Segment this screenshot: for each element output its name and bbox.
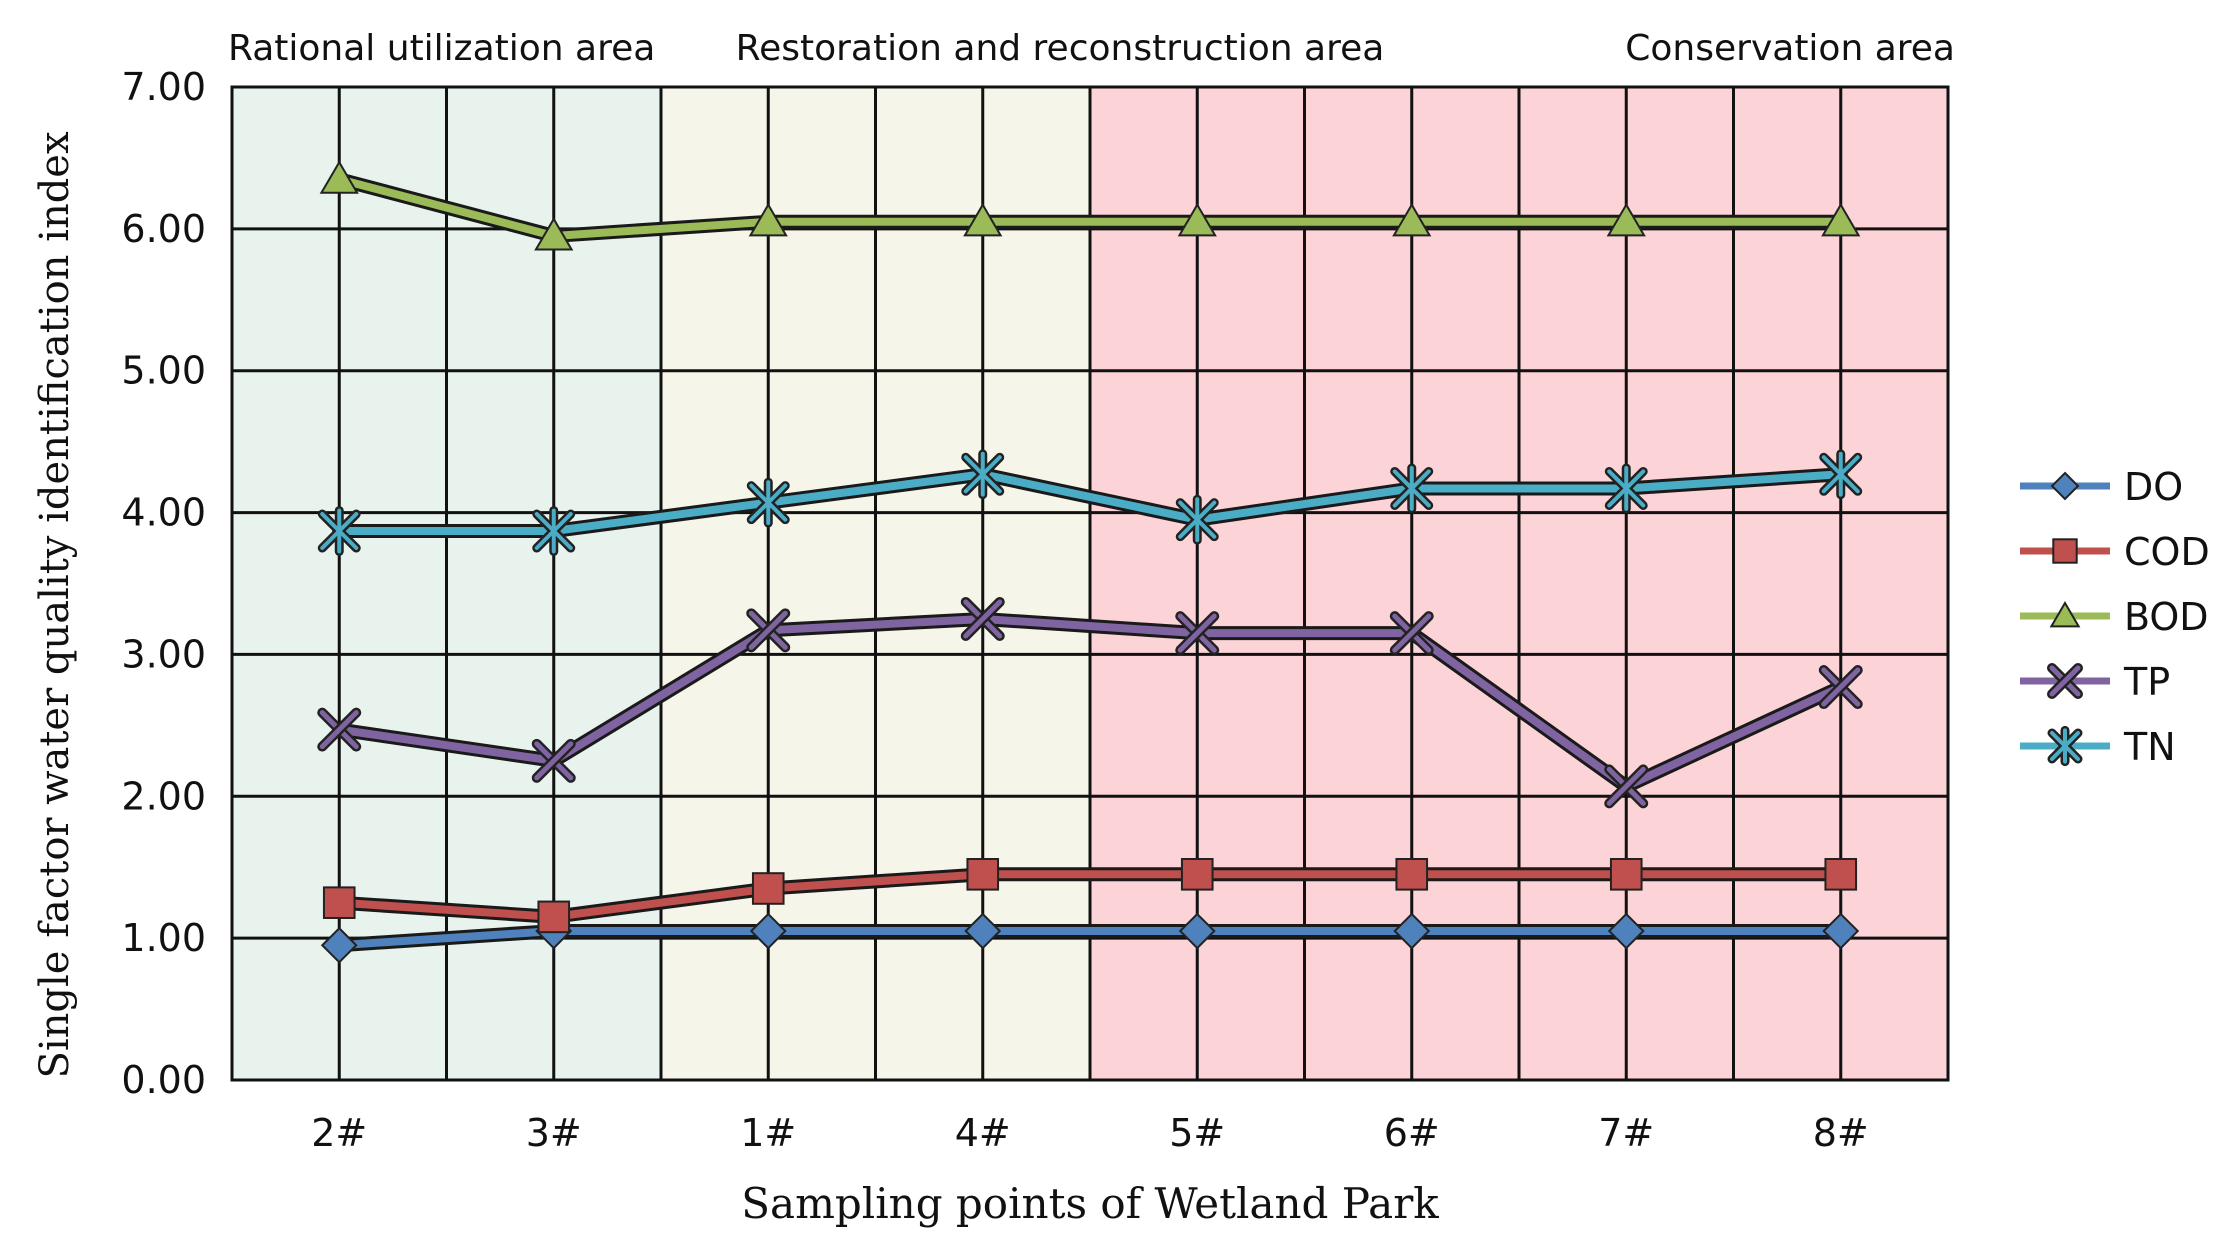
data-point-bod (963, 202, 1003, 237)
series-cod-line (335, 870, 1845, 921)
legend-label-do: DO (2124, 465, 2183, 509)
data-point-bod (1177, 202, 1217, 237)
data-point-cod (1395, 858, 1429, 891)
data-point-do (1822, 912, 1860, 950)
legend-label-tn: TN (2123, 725, 2176, 769)
legend-marker-tp (2047, 663, 2083, 699)
series-lines (317, 160, 1863, 964)
zone-label-1: Restoration and reconstruction area (736, 28, 1385, 69)
data-point-bod (1392, 202, 1432, 237)
axes: 0.00 1.00 2.00 3.00 4.00 5.00 6.00 7.00 2# 3# 1# 4#… (121, 65, 1868, 1155)
plot-frame (230, 85, 1950, 1082)
x-tick-label: 4# (955, 1111, 1011, 1155)
data-point-do (1178, 912, 1216, 950)
legend-item-tp: TP (2020, 660, 2170, 704)
data-point-tp (317, 707, 362, 752)
data-point-tn (1604, 463, 1648, 514)
series-do-line (335, 927, 1845, 950)
series-tp-line (335, 614, 1845, 791)
data-point-cod (966, 858, 1000, 891)
data-point-tn (746, 477, 790, 528)
series-cod (322, 858, 1858, 934)
legend-label-bod: BOD (2124, 595, 2209, 639)
data-point-tp (1175, 611, 1220, 656)
series-do (320, 912, 1860, 964)
legend-marker-cod (2052, 538, 2078, 564)
series-tp (317, 596, 1863, 809)
legend-item-bod: BOD (2020, 595, 2209, 639)
legend-label-cod: COD (2124, 530, 2210, 574)
data-point-tn (1819, 449, 1863, 500)
y-axis-title: Single factor water quality identificati… (32, 131, 78, 1079)
y-tick-label: 2.00 (121, 774, 206, 818)
data-point-tn (532, 506, 576, 556)
data-point-tp (746, 608, 791, 653)
y-tick-label: 3.00 (121, 632, 206, 676)
legend: DO COD BOD TP TN (2020, 465, 2210, 769)
y-tick-label: 4.00 (121, 491, 206, 535)
data-point-tp (960, 596, 1005, 641)
legend-label-tp: TP (2123, 660, 2170, 704)
data-point-do (964, 912, 1002, 950)
data-point-do (749, 912, 787, 950)
data-point-bod (1606, 202, 1646, 237)
data-point-cod (1824, 858, 1858, 891)
data-point-bod (748, 202, 788, 237)
data-point-tn (317, 506, 361, 556)
x-tick-label: 5# (1169, 1111, 1225, 1155)
data-point-do (1607, 912, 1645, 950)
series-bod-line (335, 175, 1845, 240)
legend-item-cod: COD (2020, 530, 2210, 574)
zone-label-0: Rational utilization area (228, 28, 655, 69)
x-tick-label: 2# (311, 1111, 367, 1155)
legend-marker-tn (2047, 725, 2083, 767)
x-tick-label: 3# (526, 1111, 582, 1155)
y-tick-label: 7.00 (121, 65, 206, 109)
x-tick-label: 6# (1384, 1111, 1440, 1155)
series-tn-line (335, 470, 1845, 536)
data-point-cod (322, 886, 356, 919)
data-point-do (320, 926, 358, 964)
data-point-tn (1175, 494, 1219, 545)
y-tick-label: 1.00 (121, 916, 206, 960)
data-point-do (1393, 912, 1431, 950)
data-point-tn (1390, 463, 1434, 514)
data-point-tp (1604, 764, 1649, 809)
zone-label-2: Conservation area (1625, 28, 1955, 69)
x-tick-label: 7# (1598, 1111, 1654, 1155)
data-point-tn (961, 449, 1005, 500)
data-point-cod (1609, 858, 1643, 891)
series-tn (317, 449, 1863, 556)
y-tick-label: 5.00 (121, 349, 206, 393)
data-point-bod (319, 160, 359, 194)
x-axis-title: Sampling points of Wetland Park (741, 1179, 1439, 1228)
zone-labels: Rational utilization area Restoration and… (228, 28, 1955, 69)
data-point-tp (531, 738, 576, 783)
y-tick-label: 6.00 (121, 207, 206, 251)
data-point-bod (1821, 202, 1861, 237)
data-point-cod (537, 900, 571, 934)
data-point-cod (751, 872, 785, 905)
legend-marker-bod (2049, 601, 2081, 628)
x-tick-label: 1# (740, 1111, 796, 1155)
x-tick-label: 8# (1813, 1111, 1869, 1155)
legend-marker-do (2050, 471, 2080, 501)
data-point-tp (1818, 665, 1863, 710)
data-point-tp (1389, 611, 1434, 656)
series-bod (319, 160, 1861, 251)
y-tick-label: 0.00 (121, 1058, 206, 1102)
data-point-cod (1180, 858, 1214, 891)
legend-item-tn: TN (2020, 725, 2176, 769)
legend-item-do: DO (2020, 465, 2183, 509)
data-point-bod (534, 216, 574, 251)
